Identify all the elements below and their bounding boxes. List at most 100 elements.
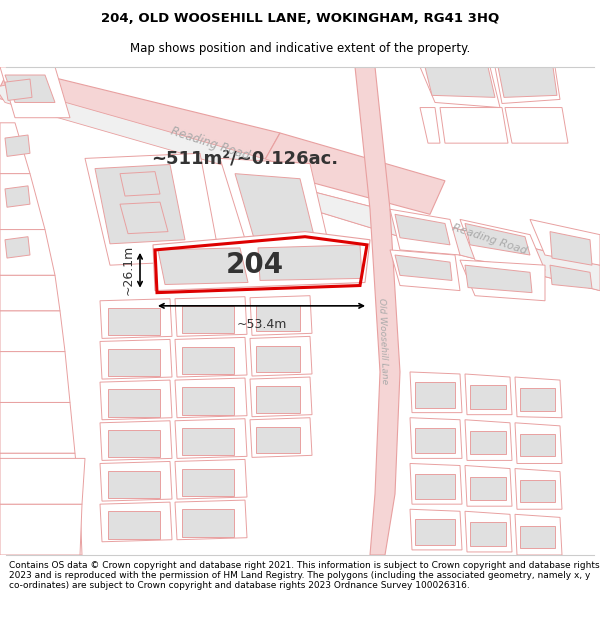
- Text: 204: 204: [226, 251, 284, 279]
- Polygon shape: [498, 67, 557, 98]
- Polygon shape: [182, 428, 234, 456]
- Polygon shape: [0, 67, 280, 169]
- Polygon shape: [250, 296, 312, 336]
- Polygon shape: [5, 79, 32, 101]
- Polygon shape: [410, 509, 462, 550]
- Polygon shape: [95, 164, 185, 244]
- Polygon shape: [465, 420, 512, 461]
- Polygon shape: [415, 382, 455, 408]
- Text: Reading Road: Reading Road: [169, 124, 251, 162]
- Polygon shape: [220, 158, 330, 255]
- Polygon shape: [5, 186, 30, 208]
- Polygon shape: [182, 346, 234, 374]
- Polygon shape: [182, 306, 234, 333]
- Polygon shape: [0, 229, 55, 276]
- Polygon shape: [410, 372, 462, 413]
- Polygon shape: [515, 514, 562, 555]
- Polygon shape: [182, 388, 234, 414]
- Text: ~53.4m: ~53.4m: [236, 318, 287, 331]
- Polygon shape: [5, 237, 30, 258]
- Polygon shape: [153, 232, 370, 291]
- Polygon shape: [520, 480, 555, 502]
- Polygon shape: [175, 338, 247, 377]
- Polygon shape: [108, 471, 160, 498]
- Polygon shape: [420, 107, 440, 143]
- Text: Map shows position and indicative extent of the property.: Map shows position and indicative extent…: [130, 42, 470, 54]
- Polygon shape: [0, 311, 65, 352]
- Text: ~511m²/~0.126ac.: ~511m²/~0.126ac.: [151, 149, 338, 168]
- Polygon shape: [0, 458, 85, 504]
- Polygon shape: [550, 265, 592, 289]
- Polygon shape: [515, 377, 562, 418]
- Polygon shape: [470, 385, 506, 409]
- Polygon shape: [395, 255, 452, 281]
- Polygon shape: [460, 219, 545, 270]
- Polygon shape: [515, 422, 562, 464]
- Polygon shape: [390, 209, 460, 255]
- Polygon shape: [85, 153, 220, 265]
- Polygon shape: [520, 526, 555, 548]
- Polygon shape: [256, 346, 300, 372]
- Polygon shape: [120, 202, 168, 234]
- Polygon shape: [5, 135, 30, 156]
- Text: ~26.1m: ~26.1m: [122, 245, 135, 296]
- Polygon shape: [390, 250, 460, 291]
- Polygon shape: [0, 67, 70, 118]
- Polygon shape: [0, 453, 80, 504]
- Polygon shape: [256, 386, 300, 412]
- Polygon shape: [410, 418, 462, 458]
- Polygon shape: [5, 75, 55, 102]
- Polygon shape: [520, 434, 555, 456]
- Polygon shape: [260, 133, 445, 214]
- Polygon shape: [520, 388, 555, 411]
- Polygon shape: [515, 469, 562, 509]
- Polygon shape: [182, 469, 234, 496]
- Polygon shape: [108, 430, 160, 457]
- Polygon shape: [310, 191, 600, 291]
- Polygon shape: [415, 428, 455, 453]
- Text: Old Woosehill Lane: Old Woosehill Lane: [377, 298, 389, 385]
- Polygon shape: [158, 248, 248, 284]
- Polygon shape: [175, 500, 247, 540]
- Polygon shape: [100, 339, 172, 379]
- Polygon shape: [395, 214, 450, 245]
- Polygon shape: [0, 504, 82, 555]
- Polygon shape: [310, 191, 600, 291]
- Polygon shape: [258, 245, 362, 281]
- Text: Contains OS data © Crown copyright and database right 2021. This information is : Contains OS data © Crown copyright and d…: [9, 561, 599, 591]
- Polygon shape: [0, 122, 30, 174]
- Polygon shape: [440, 107, 508, 143]
- Polygon shape: [0, 402, 75, 453]
- Polygon shape: [465, 265, 532, 292]
- Polygon shape: [0, 174, 45, 229]
- Polygon shape: [505, 107, 568, 143]
- Polygon shape: [0, 352, 70, 402]
- Polygon shape: [550, 232, 592, 265]
- Polygon shape: [100, 299, 172, 338]
- Polygon shape: [0, 504, 82, 555]
- Polygon shape: [100, 380, 172, 420]
- Polygon shape: [425, 67, 495, 98]
- Polygon shape: [470, 522, 506, 546]
- Polygon shape: [465, 374, 512, 414]
- Polygon shape: [100, 421, 172, 461]
- Polygon shape: [182, 509, 234, 537]
- Polygon shape: [256, 427, 300, 453]
- Polygon shape: [250, 418, 312, 457]
- Polygon shape: [108, 511, 160, 539]
- Text: Reading Road: Reading Road: [451, 223, 529, 256]
- Polygon shape: [0, 276, 60, 311]
- Polygon shape: [420, 67, 500, 108]
- Polygon shape: [415, 519, 455, 545]
- Polygon shape: [108, 308, 160, 336]
- Polygon shape: [495, 67, 560, 104]
- Polygon shape: [175, 419, 247, 458]
- Polygon shape: [175, 459, 247, 499]
- Polygon shape: [250, 377, 312, 417]
- Polygon shape: [465, 511, 512, 552]
- Polygon shape: [100, 502, 172, 542]
- Polygon shape: [410, 464, 462, 504]
- Polygon shape: [470, 431, 506, 454]
- Polygon shape: [108, 389, 160, 417]
- Polygon shape: [175, 297, 247, 336]
